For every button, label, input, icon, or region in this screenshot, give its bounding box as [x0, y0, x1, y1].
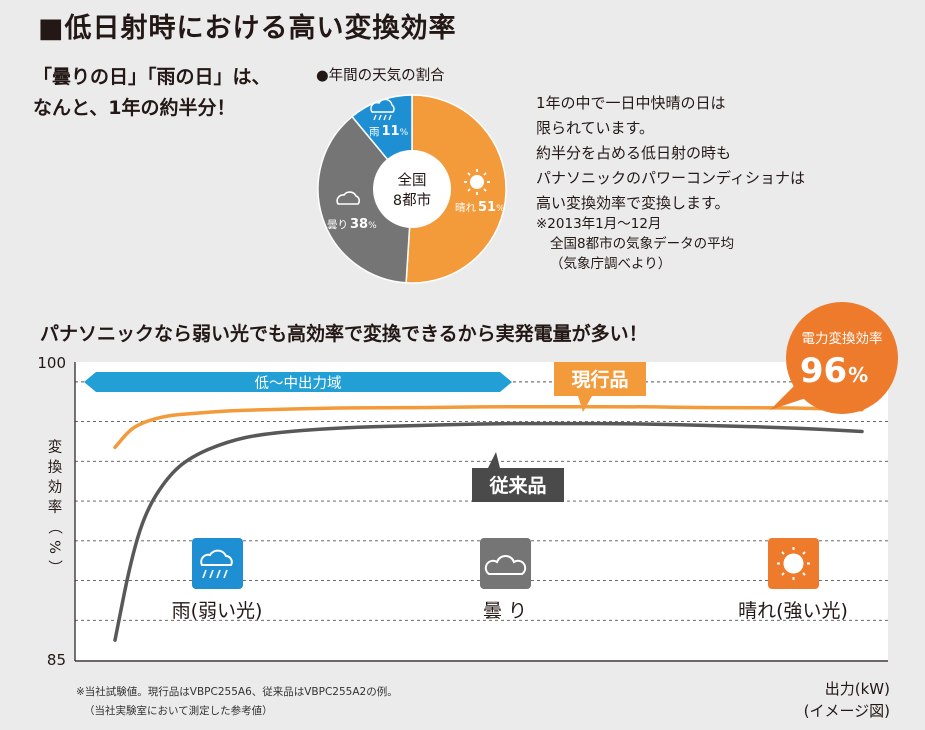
- rain-cloud-icon: [370, 98, 395, 121]
- footnote: ※当社試験値。現行品はVBPC255A6、従来品はVBPC255A2の例。 （当…: [76, 683, 398, 721]
- sun-icon: [464, 169, 490, 195]
- footnote-line-2: （当社実験室において測定した参考値）: [84, 705, 273, 717]
- slice-label-sunny: 晴れ 51%: [455, 200, 505, 215]
- x-axis-note: (イメージ図): [803, 702, 890, 720]
- y-label-char: 率: [48, 499, 63, 516]
- current-product-callout: 現行品: [554, 362, 646, 412]
- y-label-char: 換: [48, 459, 63, 476]
- intro-text: 「曇りの日」「雨の日」は、 なんと、1年の約半分！: [33, 62, 271, 124]
- chart-heading: パナソニックなら弱い光でも高効率で変換できるから実発電量が多い！: [40, 323, 648, 345]
- x-axis-title: 出力(kW): [824, 680, 890, 698]
- pie-title: ●年間の天気の割合: [316, 68, 445, 84]
- x-axis-label: 出力(kW) (イメージ図): [780, 678, 890, 722]
- slice-label-cloudy: 曇り 38%: [327, 217, 377, 232]
- y-label-char: %: [46, 540, 62, 554]
- y-label-char: ）: [46, 560, 63, 575]
- region-label: 低〜中出力域: [255, 375, 342, 392]
- pie-center-line-2: 8都市: [393, 192, 431, 209]
- note-line-3: （気象庁調べより）: [550, 256, 672, 272]
- badge-title: 電力変換効率: [802, 330, 883, 347]
- cloudy-condition: 曇 り: [480, 538, 531, 622]
- y-label-char: 効: [48, 479, 63, 496]
- y-axis-label: 変換効率 （% ）: [46, 439, 63, 574]
- sunny-condition: 晴れ(強い光): [738, 538, 848, 622]
- pie-center-line-1: 全国: [398, 171, 427, 189]
- pie-slice-1: [317, 115, 413, 284]
- data-source-note: ※2013年1月〜12月 全国8都市の気象データの平均 （気象庁調べより）: [536, 214, 734, 274]
- weather-pie-chart: 全国 8都市 晴れ 51% 曇り 38% 雨 11%: [317, 94, 507, 284]
- description-line: 高い変換効率で変換します。: [536, 194, 730, 212]
- footnote-line-1: ※当社試験値。現行品はVBPC255A6、従来品はVBPC255A2の例。: [76, 686, 398, 698]
- note-line-2: 全国8都市の気象データの平均: [550, 236, 735, 252]
- note-line-1: ※2013年1月〜12月: [536, 216, 662, 232]
- efficiency-badge: 電力変換効率 96%: [770, 302, 898, 414]
- sun-icon: [768, 538, 819, 589]
- pie-center-hole: [373, 150, 451, 228]
- sunny-label: 晴れ(強い光): [738, 600, 848, 622]
- region-banner: 低〜中出力域: [84, 372, 512, 392]
- current-series-label: 現行品: [571, 368, 628, 391]
- y-tick-label: 85: [47, 651, 66, 669]
- description: 1年の中で一日中快晴の日は 限られています。 約半分を占める低日射の時も パナソ…: [536, 91, 805, 216]
- y-label-char: 変: [48, 439, 63, 456]
- description-line: 1年の中で一日中快晴の日は: [536, 94, 726, 112]
- legacy-series-label: 従来品: [488, 474, 546, 497]
- description-line: 限られています。: [536, 119, 655, 137]
- pie-slice-0: [405, 94, 507, 284]
- series-lines: [113, 404, 864, 642]
- y-tick-labels: 100 85: [37, 354, 66, 669]
- rain-condition: 雨(弱い光): [172, 538, 263, 622]
- plot-area: [75, 362, 888, 660]
- series-line-legacy: [113, 421, 864, 642]
- rain-label: 雨(弱い光): [172, 600, 263, 622]
- badge-value: 96%: [800, 351, 868, 391]
- rain-cloud-icon: [192, 538, 243, 589]
- description-line: 約半分を占める低日射の時も: [536, 144, 732, 162]
- slice-label-rain: 雨 11%: [369, 124, 409, 139]
- legacy-product-callout: 従来品: [472, 452, 564, 502]
- intro-line-1: 「曇りの日」「雨の日」は、: [33, 66, 271, 88]
- page-title: ■低日射時における高い変換効率: [38, 13, 457, 44]
- description-line: パナソニックのパワーコンディショナは: [536, 169, 805, 187]
- gridlines: [75, 381, 888, 621]
- intro-line-2: なんと、1年の約半分！: [33, 97, 236, 119]
- cloud-icon: [336, 191, 361, 205]
- y-tick-label: 100: [37, 354, 66, 372]
- series-line-current: [113, 404, 864, 450]
- y-label-char: （: [46, 520, 63, 535]
- cloudy-label: 曇 り: [483, 600, 527, 622]
- cloud-icon: [480, 538, 531, 589]
